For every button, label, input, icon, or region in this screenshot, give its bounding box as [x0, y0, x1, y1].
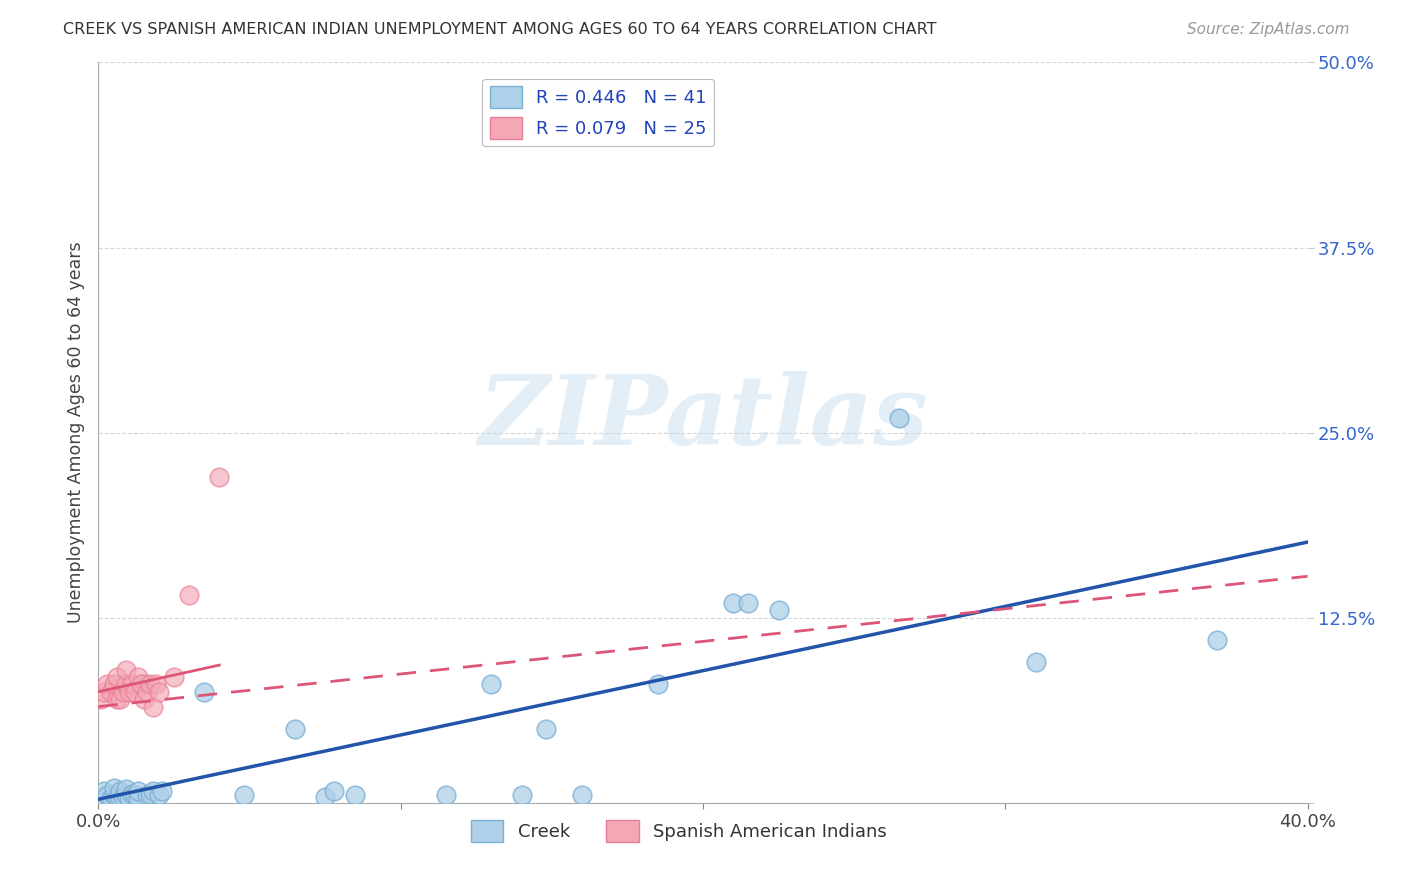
- Point: [111, 685, 134, 699]
- Point: [148, 789, 170, 803]
- Point: [127, 784, 149, 798]
- Point: [127, 670, 149, 684]
- Point: [647, 677, 669, 691]
- Point: [481, 677, 503, 691]
- Point: [142, 784, 165, 798]
- Point: [93, 791, 115, 805]
- Point: [108, 791, 131, 805]
- Point: [100, 685, 122, 699]
- Point: [148, 685, 170, 699]
- Point: [103, 677, 125, 691]
- Point: [571, 789, 593, 803]
- Point: [129, 677, 152, 691]
- Point: [105, 789, 128, 804]
- Point: [103, 789, 125, 803]
- Text: ZIPatlas: ZIPatlas: [478, 371, 928, 465]
- Point: [737, 596, 759, 610]
- Point: [114, 677, 136, 691]
- Point: [768, 603, 790, 617]
- Point: [723, 596, 745, 610]
- Point: [1024, 655, 1046, 669]
- Point: [127, 791, 149, 805]
- Point: [132, 677, 155, 691]
- Text: Source: ZipAtlas.com: Source: ZipAtlas.com: [1187, 22, 1350, 37]
- Point: [142, 699, 165, 714]
- Point: [114, 663, 136, 677]
- Point: [124, 685, 146, 699]
- Point: [232, 789, 254, 803]
- Point: [145, 677, 167, 691]
- Y-axis label: Unemployment Among Ages 60 to 64 years: Unemployment Among Ages 60 to 64 years: [66, 242, 84, 624]
- Point: [139, 677, 162, 691]
- Point: [121, 787, 143, 801]
- Point: [90, 692, 112, 706]
- Point: [100, 791, 122, 805]
- Point: [139, 787, 162, 801]
- Point: [163, 670, 186, 684]
- Point: [135, 789, 157, 803]
- Point: [179, 589, 201, 603]
- Point: [121, 677, 143, 691]
- Point: [344, 789, 367, 803]
- Point: [114, 789, 136, 803]
- Point: [314, 789, 336, 804]
- Legend: Creek, Spanish American Indians: Creek, Spanish American Indians: [464, 813, 894, 849]
- Point: [135, 685, 157, 699]
- Point: [108, 692, 131, 706]
- Point: [284, 722, 307, 736]
- Point: [105, 692, 128, 706]
- Text: CREEK VS SPANISH AMERICAN INDIAN UNEMPLOYMENT AMONG AGES 60 TO 64 YEARS CORRELAT: CREEK VS SPANISH AMERICAN INDIAN UNEMPLO…: [63, 22, 936, 37]
- Point: [1206, 632, 1229, 647]
- Point: [93, 685, 115, 699]
- Point: [208, 470, 231, 484]
- Point: [93, 784, 115, 798]
- Point: [434, 789, 457, 803]
- Point: [111, 789, 134, 804]
- Point: [323, 784, 346, 798]
- Point: [132, 692, 155, 706]
- Point: [889, 410, 911, 425]
- Point: [105, 670, 128, 684]
- Point: [150, 784, 173, 798]
- Point: [118, 791, 141, 805]
- Point: [124, 789, 146, 803]
- Point: [96, 789, 118, 803]
- Point: [108, 784, 131, 798]
- Point: [118, 685, 141, 699]
- Point: [103, 780, 125, 795]
- Point: [96, 677, 118, 691]
- Point: [193, 685, 215, 699]
- Point: [510, 789, 533, 803]
- Point: [114, 782, 136, 797]
- Point: [534, 722, 557, 736]
